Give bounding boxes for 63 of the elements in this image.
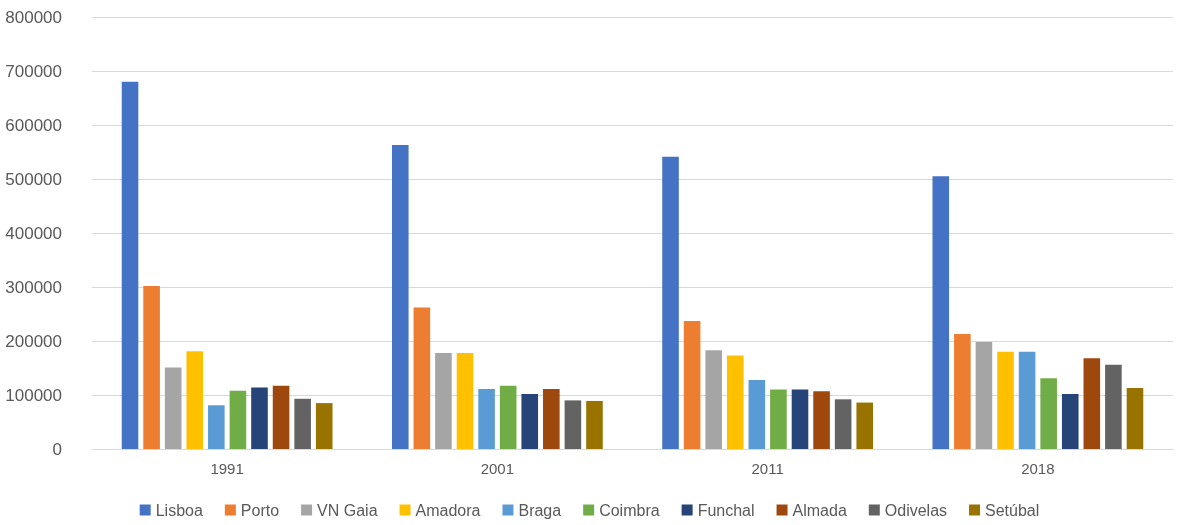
bar <box>705 350 722 449</box>
bar <box>813 391 830 449</box>
legend-label: Amadora <box>415 501 481 519</box>
bar <box>564 400 582 449</box>
bar <box>272 385 290 449</box>
bar <box>435 352 452 449</box>
bar <box>121 81 139 449</box>
bar <box>208 405 225 449</box>
bar <box>1061 393 1079 449</box>
legend-label: Setúbal <box>985 501 1040 519</box>
y-tick-label: 500000 <box>5 169 62 189</box>
bar <box>975 342 993 449</box>
bar <box>997 351 1014 449</box>
x-tick-label: 2011 <box>751 460 784 477</box>
y-tick-label: 200000 <box>5 331 62 351</box>
bar <box>586 400 603 449</box>
bar <box>413 307 431 449</box>
bar <box>315 403 333 449</box>
bar <box>770 389 787 449</box>
bar <box>726 355 744 449</box>
y-tick-label: 800000 <box>5 7 62 27</box>
bar <box>499 385 517 449</box>
bar <box>683 321 701 449</box>
y-tick-label: 400000 <box>5 223 62 243</box>
bar <box>543 389 560 449</box>
bar <box>662 156 679 449</box>
legend-label: Almada <box>792 501 847 519</box>
legend-label: Braga <box>518 501 562 519</box>
x-tick-label: 2018 <box>1021 460 1055 477</box>
bar <box>229 390 247 449</box>
legend-label: Porto <box>240 501 280 519</box>
bar <box>521 393 539 449</box>
y-tick-label: 100000 <box>5 385 62 405</box>
bar <box>164 367 182 449</box>
legend-label: Coimbra <box>599 501 660 519</box>
bar <box>748 379 766 449</box>
bar <box>456 352 474 449</box>
bar <box>478 389 495 449</box>
bar <box>186 351 204 449</box>
bar <box>1105 364 1122 449</box>
legend-label: Odivelas <box>884 501 948 519</box>
bar <box>294 398 311 449</box>
y-tick-label: 700000 <box>5 61 62 81</box>
bar <box>791 389 809 449</box>
x-tick-label: 1991 <box>210 460 244 477</box>
legend-label: Funchal <box>697 501 755 519</box>
bar <box>1126 387 1144 449</box>
bar <box>834 399 852 449</box>
y-tick-label: 0 <box>52 439 62 459</box>
bar <box>251 387 268 449</box>
bar <box>856 402 874 449</box>
legend-label: Lisboa <box>155 501 203 519</box>
x-tick-label: 2001 <box>480 460 515 477</box>
bar <box>391 144 409 449</box>
legend-label: VN Gaia <box>317 501 378 519</box>
bar <box>954 333 971 449</box>
bar <box>1018 351 1036 449</box>
bar <box>1083 358 1101 449</box>
y-tick-label: 600000 <box>5 115 62 135</box>
bar <box>932 176 950 449</box>
bar <box>1040 378 1057 449</box>
y-tick-label: 300000 <box>5 277 62 297</box>
bar <box>143 285 160 449</box>
